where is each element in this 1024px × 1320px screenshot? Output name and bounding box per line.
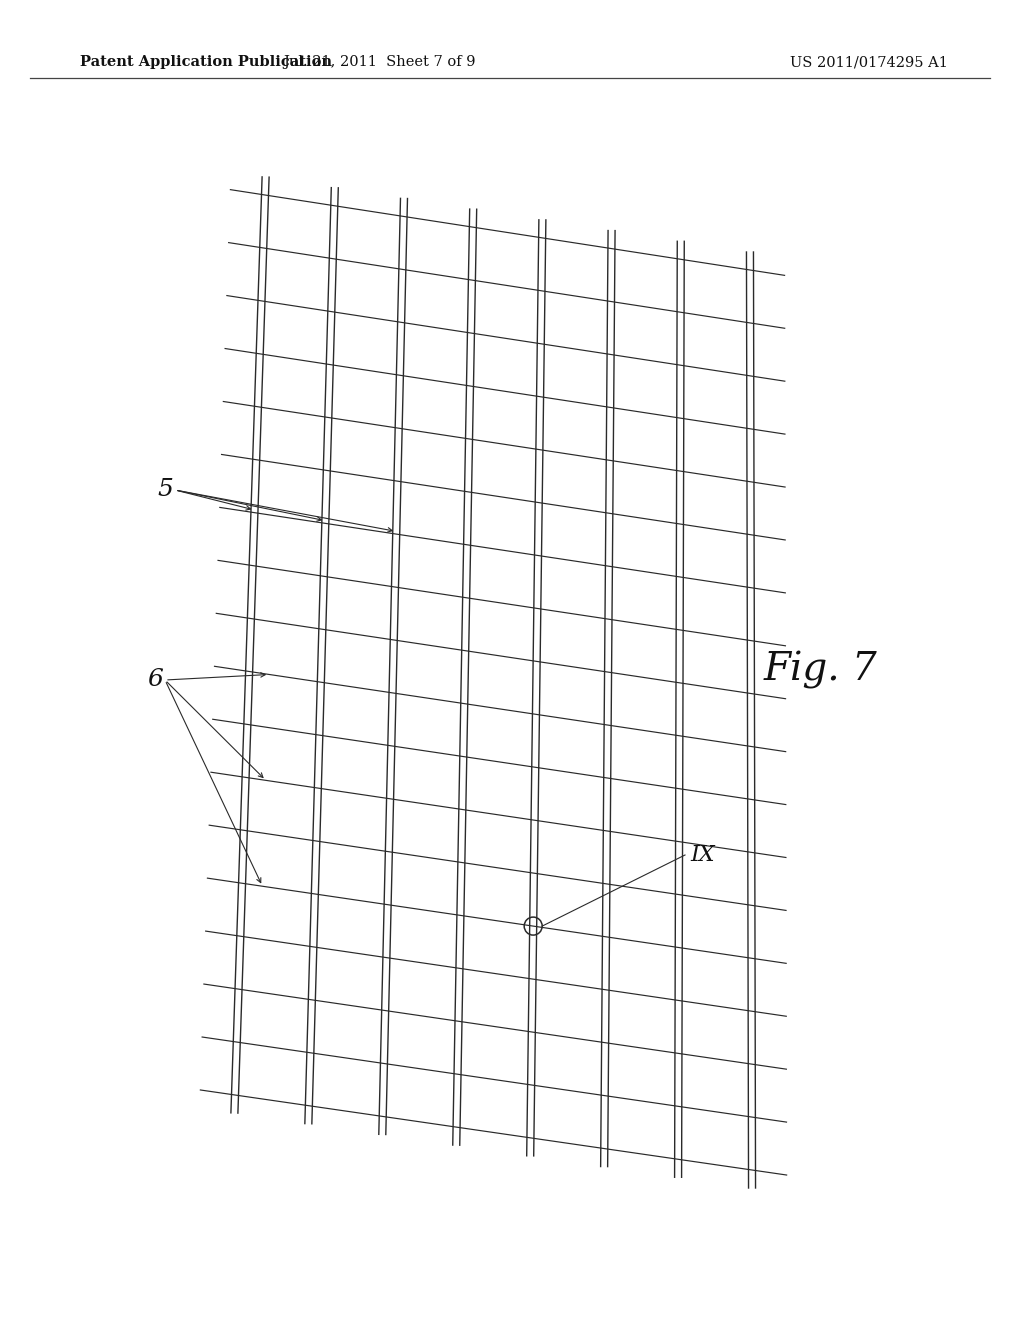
Text: 5: 5 xyxy=(157,479,173,502)
Text: Jul. 21, 2011  Sheet 7 of 9: Jul. 21, 2011 Sheet 7 of 9 xyxy=(284,55,476,69)
Text: Fig. 7: Fig. 7 xyxy=(763,651,877,689)
Text: 6: 6 xyxy=(147,668,163,692)
Text: IX: IX xyxy=(690,843,715,866)
Text: Patent Application Publication: Patent Application Publication xyxy=(80,55,332,69)
Text: US 2011/0174295 A1: US 2011/0174295 A1 xyxy=(790,55,948,69)
